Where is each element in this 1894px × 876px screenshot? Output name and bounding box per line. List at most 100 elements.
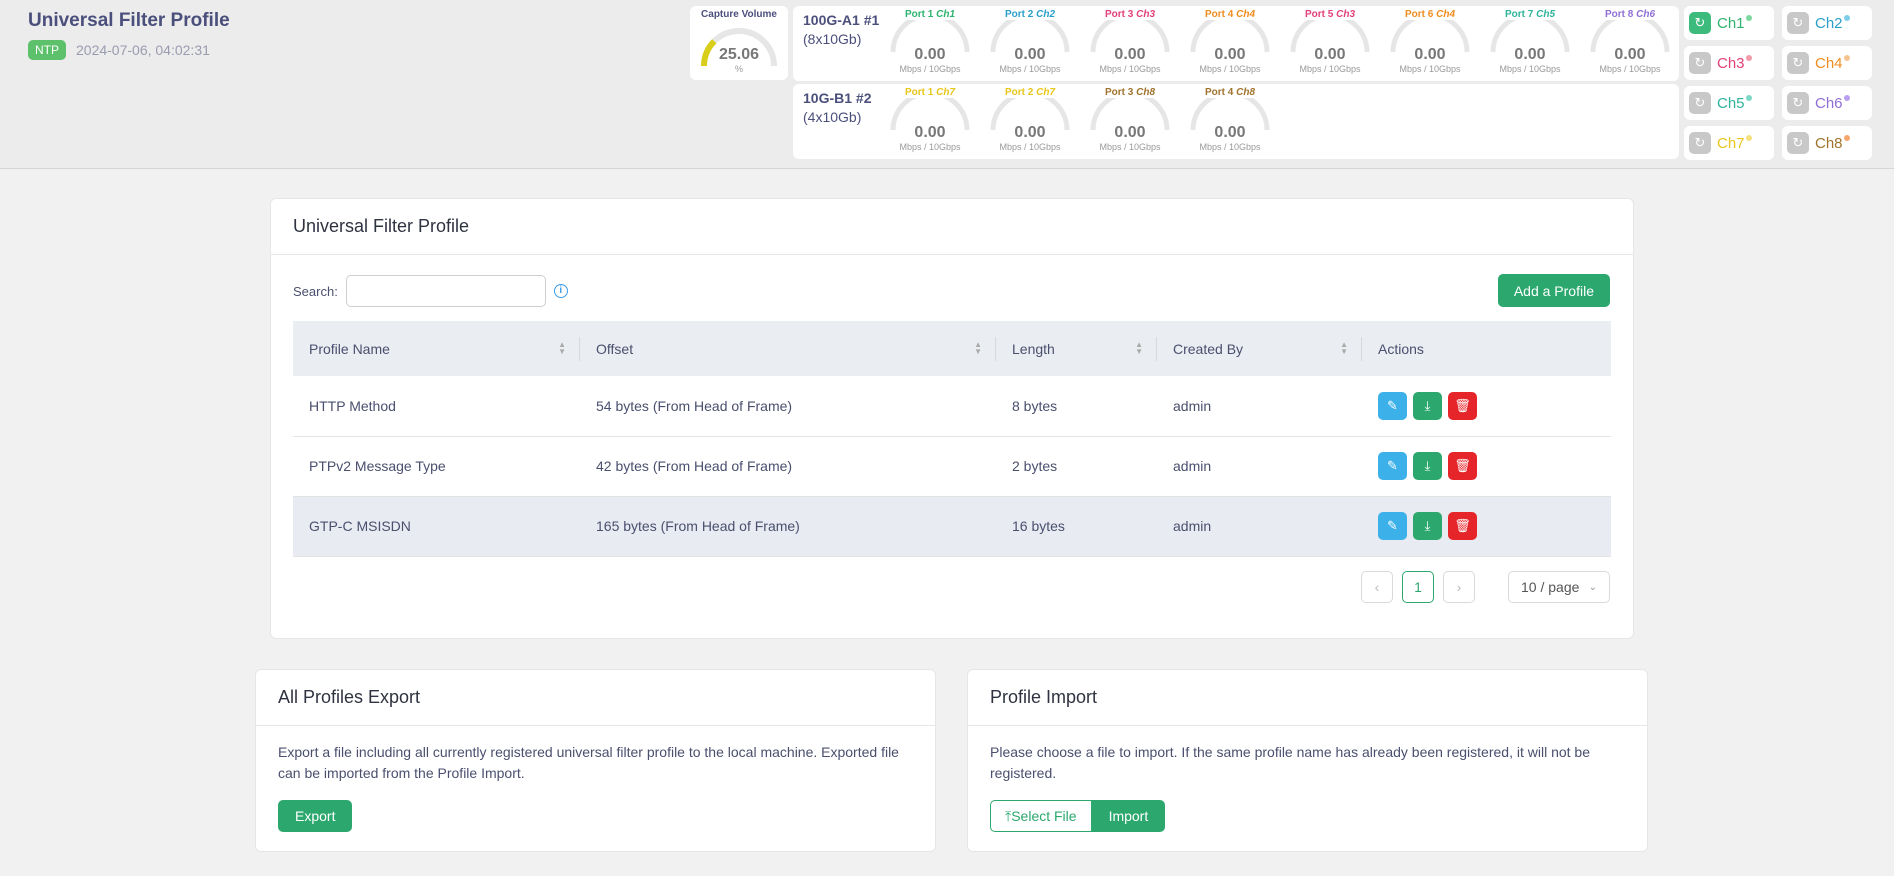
port-throughput-unit: Mbps / 10Gbps <box>999 142 1061 152</box>
prev-page-button[interactable]: ‹ <box>1361 571 1393 603</box>
gauge-arc <box>1190 98 1270 130</box>
port-label: Port 7 Ch5 <box>1504 9 1556 20</box>
capture-volume-value: 25.06 <box>718 46 760 63</box>
port-label: Port 4 Ch8 <box>1204 87 1256 98</box>
profile-table: Profile Name ▲ ▼ Offset ▲ ▼ Length ▲ ▼ Crea… <box>293 321 1611 557</box>
edit-icon[interactable]: ✎ <box>1378 512 1407 540</box>
port-label: Port 2 Ch7 <box>1004 87 1056 98</box>
trash-icon[interactable]: 🗑︎ <box>1448 452 1477 480</box>
port-gauge: Port 8 Ch6 0.00 Mbps / 10Gbps <box>1585 6 1675 76</box>
export-title: All Profiles Export <box>256 670 935 726</box>
trash-icon[interactable]: 🗑︎ <box>1448 512 1477 540</box>
next-page-button[interactable]: › <box>1443 571 1475 603</box>
port-throughput-value: 0.00 <box>1214 124 1246 141</box>
actions-cell: ✎ ⤓ 🗑︎ <box>1362 496 1611 557</box>
search-input[interactable] <box>345 275 546 307</box>
brand: Universal Filter Profile NTP 2024-07-06,… <box>28 10 230 60</box>
column-header-profile-name[interactable]: Profile Name ▲ ▼ <box>293 321 580 376</box>
info-icon[interactable]: i <box>553 284 568 298</box>
created-by-cell: admin <box>1157 376 1362 437</box>
trash-icon[interactable]: 🗑︎ <box>1448 391 1477 420</box>
port-label: Port 2 Ch2 <box>1004 9 1056 20</box>
channel-toggle-ch5[interactable]: ↻ Ch5 <box>1684 86 1774 120</box>
refresh-icon: ↻ <box>1787 52 1809 74</box>
channel-toggle-ch6[interactable]: ↻ Ch6 <box>1782 86 1872 120</box>
channel-dot <box>1843 134 1850 141</box>
port-throughput-unit: Mbps / 10Gbps <box>1199 64 1261 74</box>
gauge-arc <box>890 20 970 52</box>
channel-dot <box>1745 94 1752 101</box>
channel-toggle-ch1[interactable]: ↻ Ch1 <box>1684 6 1774 40</box>
import-card: Profile Import Please choose a file to i… <box>967 669 1648 852</box>
download-icon[interactable]: ⤓ <box>1413 452 1442 480</box>
export-button[interactable]: Export <box>278 800 353 832</box>
port-label: Port 3 Ch3 <box>1104 9 1156 20</box>
channel-toggle-ch4[interactable]: ↻ Ch4 <box>1782 46 1872 80</box>
port-gauge: Port 2 Ch7 0.00 Mbps / 10Gbps <box>985 84 1075 154</box>
upload-icon: ⤒ <box>1005 807 1012 824</box>
capture-volume-card: Capture Volume 25.06 % <box>690 6 788 80</box>
table-row: HTTP Method 54 bytes (From Head of Frame)… <box>293 376 1611 437</box>
column-header-created-by[interactable]: Created By ▲ ▼ <box>1157 321 1362 376</box>
port-throughput-unit: Mbps / 10Gbps <box>899 64 961 74</box>
created-by-cell: admin <box>1157 436 1362 497</box>
refresh-icon: ↻ <box>1689 52 1711 74</box>
offset-cell: 42 bytes (From Head of Frame) <box>580 436 996 497</box>
gauge-arc <box>990 98 1070 130</box>
pagination: ‹ 1 › 10 / page ⌄ <box>1361 571 1610 603</box>
port-gauge: Port 1 Ch7 0.00 Mbps / 10Gbps <box>885 84 975 154</box>
profile-list-title: Universal Filter Profile <box>271 199 1633 255</box>
offset-cell: 54 bytes (From Head of Frame) <box>580 376 996 437</box>
port-throughput-unit: Mbps / 10Gbps <box>1099 142 1161 152</box>
sort-icon[interactable]: ▲ ▼ <box>974 340 982 356</box>
port-throughput-value: 0.00 <box>1114 124 1146 141</box>
current-datetime: 2024-07-06, 04:02:31 <box>76 42 210 58</box>
gauge-arc <box>1090 20 1170 52</box>
capture-volume-gauge <box>701 28 777 67</box>
column-header-length[interactable]: Length ▲ ▼ <box>996 321 1157 376</box>
port-throughput-value: 0.00 <box>914 124 946 141</box>
channel-toggle-ch8[interactable]: ↻ Ch8 <box>1782 126 1872 160</box>
add-profile-button[interactable]: Add a Profile <box>1497 274 1610 307</box>
card-name: 100G-A1 #1 <box>803 12 880 28</box>
gauge-arc <box>990 20 1070 52</box>
channel-toggle-ch2[interactable]: ↻ Ch2 <box>1782 6 1872 40</box>
gauge-arc <box>1390 20 1470 52</box>
port-throughput-value: 0.00 <box>1514 46 1546 63</box>
channel-toggle-ch3[interactable]: ↻ Ch3 <box>1684 46 1774 80</box>
port-label: Port 8 Ch6 <box>1604 9 1656 20</box>
channel-label: Ch8 <box>1815 134 1843 152</box>
import-button[interactable]: Import <box>1091 800 1166 832</box>
page-1-button[interactable]: 1 <box>1402 571 1434 603</box>
gauge-arc <box>1090 98 1170 130</box>
port-throughput-unit: Mbps / 10Gbps <box>1399 64 1461 74</box>
port-throughput-value: 0.00 <box>1314 46 1346 63</box>
port-gauge: Port 3 Ch8 0.00 Mbps / 10Gbps <box>1085 84 1175 154</box>
gauge-arc <box>890 98 970 130</box>
refresh-icon: ↻ <box>1787 12 1809 34</box>
column-header-offset[interactable]: Offset ▲ ▼ <box>580 321 996 376</box>
channel-toggle-ch7[interactable]: ↻ Ch7 <box>1684 126 1774 160</box>
sort-icon[interactable]: ▲ ▼ <box>1135 340 1143 356</box>
page-size-select[interactable]: 10 / page ⌄ <box>1508 571 1610 603</box>
port-gauge: Port 2 Ch2 0.00 Mbps / 10Gbps <box>985 6 1075 76</box>
channel-label: Ch7 <box>1717 134 1745 152</box>
refresh-icon: ↻ <box>1787 92 1809 114</box>
length-cell: 16 bytes <box>996 496 1157 557</box>
download-icon[interactable]: ⤓ <box>1413 512 1442 540</box>
download-icon[interactable]: ⤓ <box>1413 391 1442 420</box>
refresh-icon: ↻ <box>1689 132 1711 154</box>
sort-icon[interactable]: ▲ ▼ <box>558 340 566 356</box>
port-throughput-value: 0.00 <box>1614 46 1646 63</box>
sort-icon[interactable]: ▲ ▼ <box>1340 340 1348 356</box>
import-title: Profile Import <box>968 670 1647 726</box>
search-label: Search: <box>293 283 338 299</box>
edit-icon[interactable]: ✎ <box>1378 452 1407 480</box>
table-header-row: Profile Name ▲ ▼ Offset ▲ ▼ Length ▲ ▼ Crea… <box>293 321 1611 376</box>
created-by-cell: admin <box>1157 496 1362 557</box>
select-file-button[interactable]: ⤒Select File <box>990 800 1092 832</box>
channel-dot <box>1843 14 1850 21</box>
port-label: Port 4 Ch4 <box>1204 9 1256 20</box>
port-gauge: Port 7 Ch5 0.00 Mbps / 10Gbps <box>1485 6 1575 76</box>
edit-icon[interactable]: ✎ <box>1378 391 1407 420</box>
